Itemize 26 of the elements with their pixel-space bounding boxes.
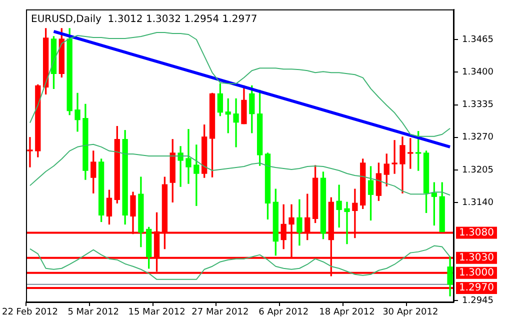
candlestick [178,146,184,187]
y-tick-label: 1.3205 [462,165,494,176]
candlestick [336,184,342,228]
y-tick-label: 1.3400 [462,67,494,78]
candlestick [392,140,398,174]
candlestick [344,202,350,244]
candlestick [27,137,33,168]
ref-line-label: 1.3080 [459,227,494,238]
candlestick [186,129,192,184]
x-tick-label: 27 Mar 2012 [192,308,249,318]
x-tick-label: 5 Mar 2012 [68,308,120,318]
candlestick [233,98,239,148]
x-tick-label: 15 Mar 2012 [128,308,186,318]
x-tick-label: 22 Feb 2012 [2,308,58,318]
y-tick-label: 1.3465 [462,34,494,45]
y-tick-label: 1.3270 [462,132,494,143]
y-tick-label: 1.3335 [462,100,494,110]
x-tick-label: 6 Apr 2012 [258,308,309,318]
text: EURUSD,Daily 1.3012 1.3032 1.2954 1.2977 [31,14,258,25]
x-tick-label: 30 Apr 2012 [382,308,438,318]
x-tick-label: 18 Apr 2012 [319,308,375,318]
y-tick-label: 1.3140 [462,198,494,208]
y-tick-label: 1.2945 [462,296,494,306]
ref-line-label: 1.3030 [459,252,494,264]
ref-line-label: 1.3000 [459,267,494,278]
ref-line-label: 1.2970 [459,282,494,294]
